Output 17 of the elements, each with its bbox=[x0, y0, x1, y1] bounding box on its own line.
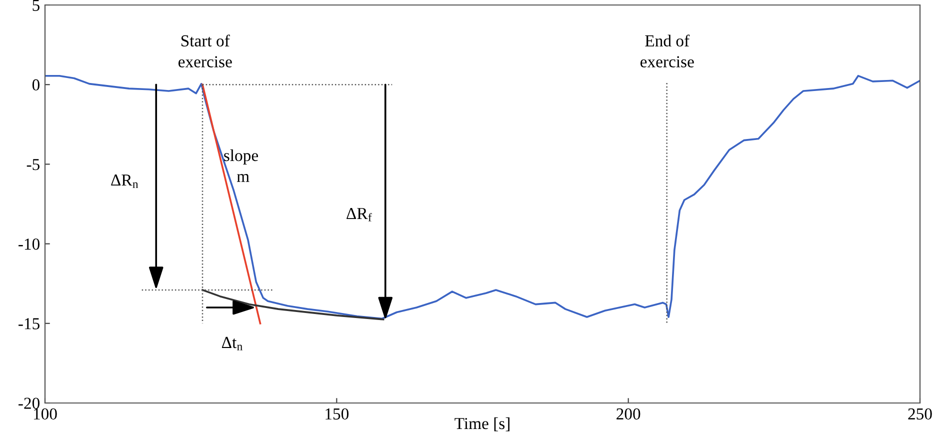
y-tick-label: -15 bbox=[18, 318, 40, 330]
x-tick-label: 200 bbox=[616, 408, 640, 420]
x-axis-title: Time [s] bbox=[454, 417, 510, 432]
annotation: slope m bbox=[224, 149, 258, 182]
annotation: End of exercise bbox=[640, 34, 694, 68]
annotation: ΔR$_{f}$ bbox=[346, 208, 372, 222]
annotation: Δt$_{n}$ bbox=[222, 336, 242, 350]
y-tick-label: -10 bbox=[18, 238, 40, 250]
x-tick-label: 100 bbox=[34, 408, 57, 420]
annotation: Start of exercise bbox=[178, 34, 232, 68]
x-tick-label: 150 bbox=[326, 408, 349, 420]
y-tick-label: -5 bbox=[26, 159, 40, 170]
x-tick-label: 250 bbox=[908, 408, 932, 420]
annotation: ΔR$_{n}$ bbox=[111, 174, 138, 188]
y-tick-label: -20 bbox=[18, 398, 40, 409]
y-tick-label: 5 bbox=[32, 0, 40, 11]
y-tick-label: 0 bbox=[32, 79, 40, 91]
